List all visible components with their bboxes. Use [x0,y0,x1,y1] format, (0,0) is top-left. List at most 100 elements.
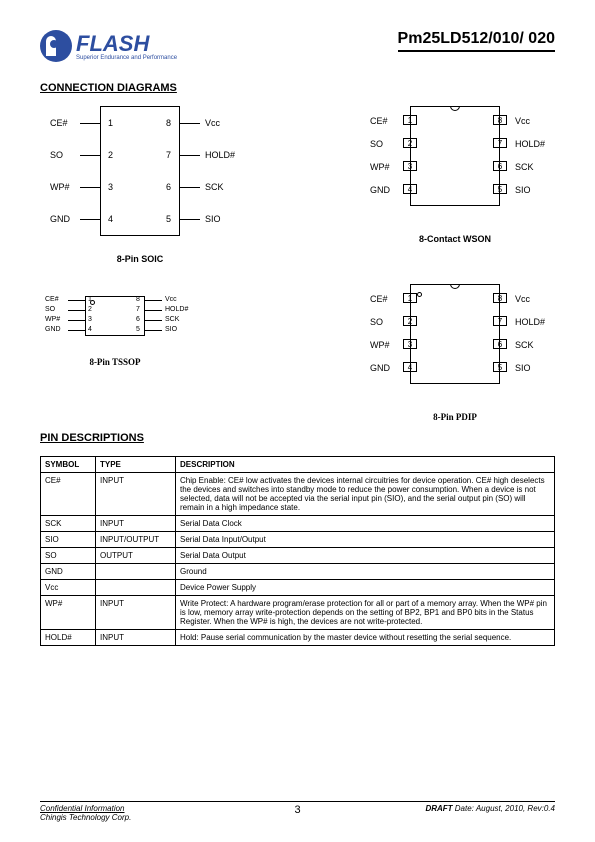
soic-pin5-num: 5 [166,214,171,224]
pdip-pin5-label: SIO [515,363,531,373]
tssop-r6: SCK [165,316,179,323]
pdip-pin2-num: 2 [403,316,417,326]
tssop-l1: CE# [45,296,59,303]
soic-pin3-label: WP# [50,182,70,192]
table-cell: Serial Data Output [176,548,555,564]
soic-pin4-num: 4 [108,214,113,224]
table-cell: Write Protect: A hardware program/erase … [176,596,555,630]
soic-pin7-label: HOLD# [205,150,235,160]
table-row: SOOUTPUTSerial Data Output [41,548,555,564]
logo: FLASH Superior Endurance and Performance [40,30,177,62]
soic-pin8-num: 8 [166,118,171,128]
soic-pin2-num: 2 [108,150,113,160]
tssop-r8: Vcc [165,296,177,303]
table-cell: Chip Enable: CE# low activates the devic… [176,473,555,516]
wson-pin5-num: 5 [493,184,507,194]
table-row: Vcc Device Power Supply [41,580,555,596]
tssop-diagram: CE# 1 SO 2 WP# 3 GND 4 8 Vcc 7 HOLD# 6 S… [40,294,190,349]
pdip-pin7-num: 7 [493,316,507,326]
pdip-pin3-num: 3 [403,339,417,349]
page-footer: Confidential Information Chingis Technol… [40,801,555,822]
col-type: TYPE [96,457,176,473]
table-row: GND Ground [41,564,555,580]
pin-description-table: SYMBOL TYPE DESCRIPTION CE#INPUTChip Ena… [40,456,555,646]
page-number: 3 [294,804,300,816]
table-cell: INPUT/OUTPUT [96,532,176,548]
pdip-pin5-num: 5 [493,362,507,372]
draft-label: DRAFT [425,804,452,813]
col-symbol: SYMBOL [41,457,96,473]
tssop-diagram-col: CE# 1 SO 2 WP# 3 GND 4 8 Vcc 7 HOLD# 6 S… [40,284,190,422]
soic-pin7-num: 7 [166,150,171,160]
wson-pin2-num: 2 [403,138,417,148]
date-text: Date: August, 2010, Rev:0.4 [455,804,555,813]
tssop-n2: 2 [88,306,92,313]
soic-pin3-num: 3 [108,182,113,192]
wson-pin8-num: 8 [493,115,507,125]
soic-caption: 8-Pin SOIC [117,254,164,264]
tssop-l3: WP# [45,316,60,323]
table-cell: CE# [41,473,96,516]
tssop-caption: 8-Pin TSSOP [89,357,140,367]
soic-pin5-label: SIO [205,214,221,224]
table-cell: INPUT [96,596,176,630]
wson-caption: 8-Contact WSON [419,234,491,244]
wson-pin6-num: 6 [493,161,507,171]
table-cell [96,564,176,580]
table-cell: GND [41,564,96,580]
wson-pin6-label: SCK [515,162,534,172]
wson-pin7-num: 7 [493,138,507,148]
wson-pin7-label: HOLD# [515,139,545,149]
table-cell: INPUT [96,630,176,646]
table-cell: Ground [176,564,555,580]
tssop-n7: 7 [136,306,140,313]
table-cell: WP# [41,596,96,630]
table-cell: Vcc [41,580,96,596]
table-cell: Device Power Supply [176,580,555,596]
tssop-n8: 8 [136,296,140,303]
pdip-diagram: CE# 1 SO 2 WP# 3 GND 4 8 Vcc 7 HOLD# 6 S… [355,284,555,404]
table-cell: Serial Data Clock [176,516,555,532]
pdip-pin1-num: 1 [403,293,417,303]
footer-right: DRAFT Date: August, 2010, Rev:0.4 [425,804,555,822]
table-row: SIOINPUT/OUTPUTSerial Data Input/Output [41,532,555,548]
diagram-row-2: CE# 1 SO 2 WP# 3 GND 4 8 Vcc 7 HOLD# 6 S… [40,284,555,422]
tssop-l4: GND [45,326,61,333]
soic-pin1-num: 1 [108,118,113,128]
soic-pin4-label: GND [50,214,70,224]
pdip-pin4-num: 4 [403,362,417,372]
pin-descriptions-title: PIN DESCRIPTIONS [40,432,555,444]
pdip-pin1-label: CE# [370,294,388,304]
soic-pin6-num: 6 [166,182,171,192]
wson-pin1-num: 1 [403,115,417,125]
pdip-caption: 8-Pin PDIP [433,412,477,422]
table-cell: INPUT [96,516,176,532]
pdip-pin3-label: WP# [370,340,390,350]
table-cell: SO [41,548,96,564]
soic-pin2-label: SO [50,150,63,160]
table-row: WP#INPUTWrite Protect: A hardware progra… [41,596,555,630]
wson-pin3-label: WP# [370,162,390,172]
col-description: DESCRIPTION [176,457,555,473]
wson-diagram: CE# 1 SO 2 WP# 3 GND 4 8 Vcc 7 HOLD# 6 S… [355,106,555,226]
confidential-text: Confidential Information [40,804,131,813]
table-cell: SIO [41,532,96,548]
part-number: Pm25LD512/010/ 020 [398,30,555,52]
table-row: HOLD#INPUTHold: Pause serial communicati… [41,630,555,646]
logo-icon [40,30,72,62]
pdip-pin8-label: Vcc [515,294,530,304]
table-cell [96,580,176,596]
tssop-n1: 1 [88,296,92,303]
company-text: Chingis Technology Corp. [40,813,131,822]
logo-subtitle: Superior Endurance and Performance [76,55,177,61]
pdip-pin4-label: GND [370,363,390,373]
tssop-l2: SO [45,306,55,313]
table-cell: Serial Data Input/Output [176,532,555,548]
wson-diagram-col: CE# 1 SO 2 WP# 3 GND 4 8 Vcc 7 HOLD# 6 S… [355,106,555,264]
logo-text: FLASH [76,31,177,57]
table-row: CE#INPUTChip Enable: CE# low activates t… [41,473,555,516]
tssop-r7: HOLD# [165,306,188,313]
diagram-row-1: CE# 1 SO 2 WP# 3 GND 4 8 Vcc 7 HOLD# 6 S… [40,106,555,264]
table-cell: SCK [41,516,96,532]
footer-left: Confidential Information Chingis Technol… [40,804,131,822]
